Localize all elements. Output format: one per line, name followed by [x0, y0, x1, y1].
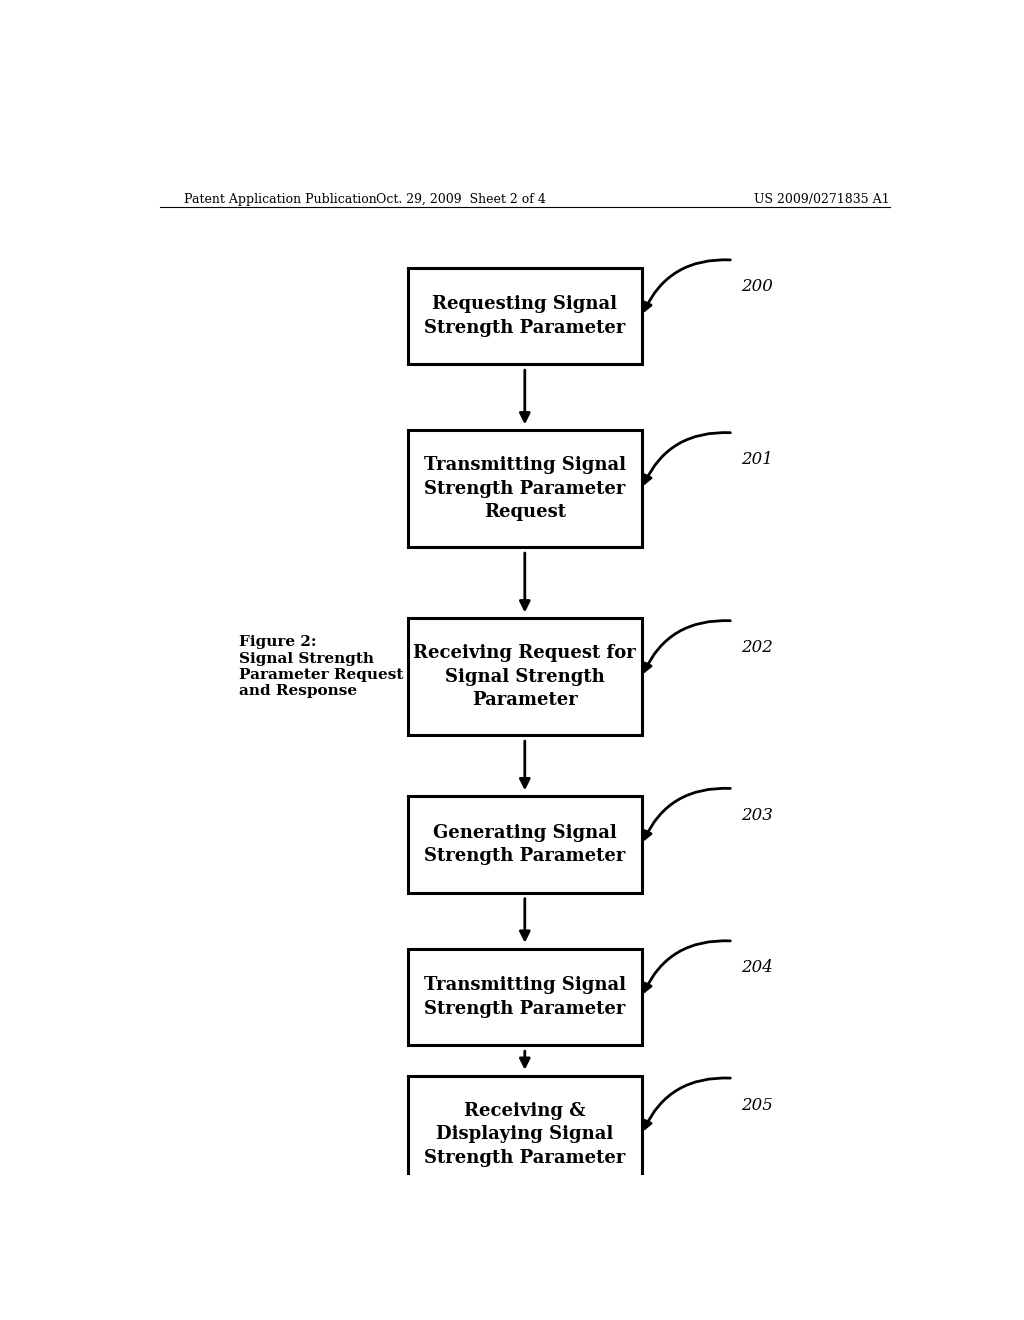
Text: Transmitting Signal
Strength Parameter: Transmitting Signal Strength Parameter: [424, 975, 626, 1018]
Text: 203: 203: [741, 807, 773, 824]
FancyArrowPatch shape: [644, 433, 730, 483]
Text: 204: 204: [741, 960, 773, 977]
Text: 205: 205: [741, 1097, 773, 1114]
Text: Figure 2:
Signal Strength
Parameter Request
and Response: Figure 2: Signal Strength Parameter Requ…: [240, 635, 403, 698]
Text: Patent Application Publication: Patent Application Publication: [183, 193, 376, 206]
FancyArrowPatch shape: [644, 620, 730, 672]
FancyBboxPatch shape: [408, 1076, 642, 1192]
FancyBboxPatch shape: [408, 949, 642, 1045]
Text: US 2009/0271835 A1: US 2009/0271835 A1: [755, 193, 890, 206]
Text: 202: 202: [741, 639, 773, 656]
Text: 201: 201: [741, 451, 773, 469]
Text: Requesting Signal
Strength Parameter: Requesting Signal Strength Parameter: [424, 296, 626, 337]
Text: Oct. 29, 2009  Sheet 2 of 4: Oct. 29, 2009 Sheet 2 of 4: [377, 193, 546, 206]
FancyArrowPatch shape: [644, 788, 730, 840]
Text: Transmitting Signal
Strength Parameter
Request: Transmitting Signal Strength Parameter R…: [424, 457, 626, 521]
FancyArrowPatch shape: [644, 941, 730, 991]
FancyArrowPatch shape: [644, 1078, 730, 1129]
Text: Generating Signal
Strength Parameter: Generating Signal Strength Parameter: [424, 824, 626, 866]
Text: Receiving &
Displaying Signal
Strength Parameter: Receiving & Displaying Signal Strength P…: [424, 1102, 626, 1167]
FancyBboxPatch shape: [408, 618, 642, 735]
FancyArrowPatch shape: [644, 260, 730, 310]
Text: Receiving Request for
Signal Strength
Parameter: Receiving Request for Signal Strength Pa…: [414, 644, 636, 709]
Text: 200: 200: [741, 279, 773, 296]
FancyBboxPatch shape: [408, 430, 642, 548]
FancyBboxPatch shape: [408, 268, 642, 364]
FancyBboxPatch shape: [408, 796, 642, 892]
